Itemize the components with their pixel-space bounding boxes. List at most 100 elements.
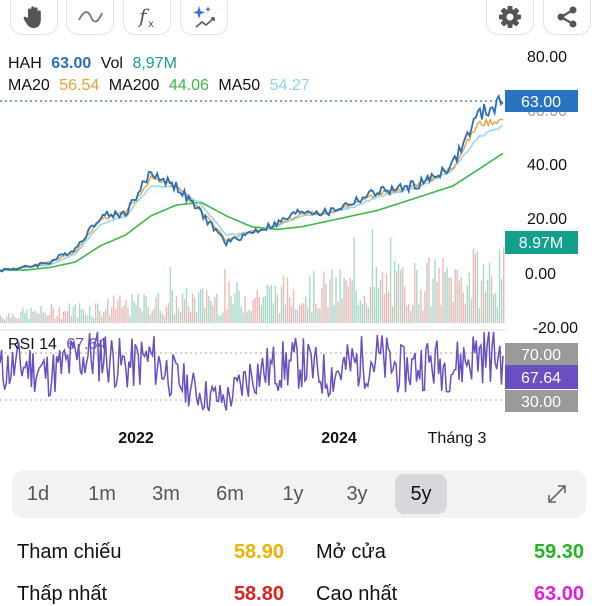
price-badge-text: 63.00 xyxy=(521,94,561,111)
low-price-value: 58.80 xyxy=(233,583,284,605)
function-button[interactable]: f x xyxy=(123,0,171,35)
volume-bar xyxy=(34,310,36,323)
gear-icon xyxy=(499,6,521,28)
fullscreen-button[interactable] xyxy=(540,477,574,511)
volume-bar xyxy=(240,306,242,323)
volume-bar xyxy=(125,300,127,323)
timeframe-1y[interactable]: 1y xyxy=(282,483,304,505)
hand-icon xyxy=(23,6,41,29)
volume-bar xyxy=(337,301,339,323)
volume-bar xyxy=(220,315,222,323)
ref-price-value: 58.90 xyxy=(233,541,284,563)
volume-bar xyxy=(44,312,46,323)
stock-chart[interactable]: HAH 63.00 Vol 8,97M MA20 56.54 MA200 44.… xyxy=(0,0,600,460)
timeframe-3m[interactable]: 3m xyxy=(152,483,180,505)
ma20-label: MA20 xyxy=(8,77,50,94)
volume-bar xyxy=(149,314,151,323)
volume-bar xyxy=(335,276,337,323)
volume-bar xyxy=(228,281,230,323)
volume-bar xyxy=(276,294,279,323)
volume-bar xyxy=(117,300,119,323)
volume-bar xyxy=(163,315,165,323)
volume-bar xyxy=(395,271,398,323)
y-tick-20: 20.00 xyxy=(527,211,567,228)
volume-bar xyxy=(250,310,252,323)
volume-bar xyxy=(70,316,73,323)
volume-bar xyxy=(468,273,470,323)
timeframe-5y[interactable]: 5y xyxy=(395,474,447,514)
volume-bar xyxy=(157,292,159,323)
trend-line-button[interactable] xyxy=(66,0,114,35)
volume-bar xyxy=(400,269,402,323)
volume-bar xyxy=(123,304,125,323)
volume-bar xyxy=(189,312,192,323)
volume-bar xyxy=(204,308,206,323)
volume-bar xyxy=(6,315,8,323)
volume-bar xyxy=(303,303,305,323)
volume-bar xyxy=(488,262,491,323)
volume-bar xyxy=(331,269,333,323)
volume-bar xyxy=(94,303,97,323)
volume-bar xyxy=(179,311,182,323)
volume-bar xyxy=(444,272,446,323)
volume-bar xyxy=(103,311,105,323)
volume-bar xyxy=(214,297,216,323)
volume-bar xyxy=(210,300,212,323)
volume-bar xyxy=(274,286,277,323)
x-label-month: Tháng 3 xyxy=(428,430,487,447)
high-price-label: Cao nhất xyxy=(316,583,398,605)
volume-bar xyxy=(218,315,220,323)
volume-bar xyxy=(111,307,113,323)
volume-bar xyxy=(133,301,135,323)
volume-bar xyxy=(153,308,155,323)
volume-bar xyxy=(496,307,499,323)
volume-bar xyxy=(438,267,440,323)
volume-bar xyxy=(137,293,139,323)
volume-bar xyxy=(486,279,489,323)
volume-bar xyxy=(60,319,62,323)
volume-bar xyxy=(151,310,153,323)
volume-bar xyxy=(280,286,283,323)
volume-bar xyxy=(187,306,190,323)
volume-bar xyxy=(16,318,18,323)
share-button[interactable] xyxy=(543,0,591,35)
ma20-line xyxy=(0,117,504,272)
volume-bar xyxy=(476,251,479,323)
hand-tool-button[interactable] xyxy=(10,0,58,35)
ma200-label: MA200 xyxy=(109,77,160,94)
volume-bar xyxy=(177,308,180,323)
settings-button[interactable] xyxy=(486,0,534,35)
volume-bar xyxy=(307,307,309,323)
volume-bar xyxy=(74,303,77,323)
timeframe-3y[interactable]: 3y xyxy=(346,483,368,505)
volume-bar xyxy=(347,286,349,323)
volume-bar xyxy=(442,258,444,323)
volume-bar xyxy=(484,291,487,323)
volume-bar xyxy=(268,286,271,323)
volume-bar xyxy=(397,263,400,323)
volume-bar xyxy=(383,293,386,323)
magic-button[interactable] xyxy=(180,0,228,35)
volume-bar xyxy=(50,304,52,323)
volume-bar xyxy=(367,307,369,323)
volume-bar xyxy=(121,307,123,323)
volume-bar xyxy=(145,296,147,323)
volume-bar xyxy=(430,306,432,323)
volume-bar xyxy=(109,315,111,323)
volume-bar xyxy=(357,305,359,323)
timeframe-6m[interactable]: 6m xyxy=(216,483,244,505)
volume-bar xyxy=(301,303,303,323)
volume-bar xyxy=(78,303,81,323)
open-price-label: Mở cửa xyxy=(316,541,386,563)
volume-bar xyxy=(173,314,176,323)
volume-bar xyxy=(359,300,361,323)
volume-bar xyxy=(292,289,295,323)
volume-bar xyxy=(450,277,452,323)
magic-sparkle-icon xyxy=(193,6,215,28)
timeframe-1d[interactable]: 1d xyxy=(26,483,50,505)
volume-bar xyxy=(474,254,477,323)
volume-bar xyxy=(66,310,69,323)
volume-bar xyxy=(86,315,89,323)
volume-bars xyxy=(0,229,505,323)
timeframe-1m[interactable]: 1m xyxy=(88,483,116,505)
